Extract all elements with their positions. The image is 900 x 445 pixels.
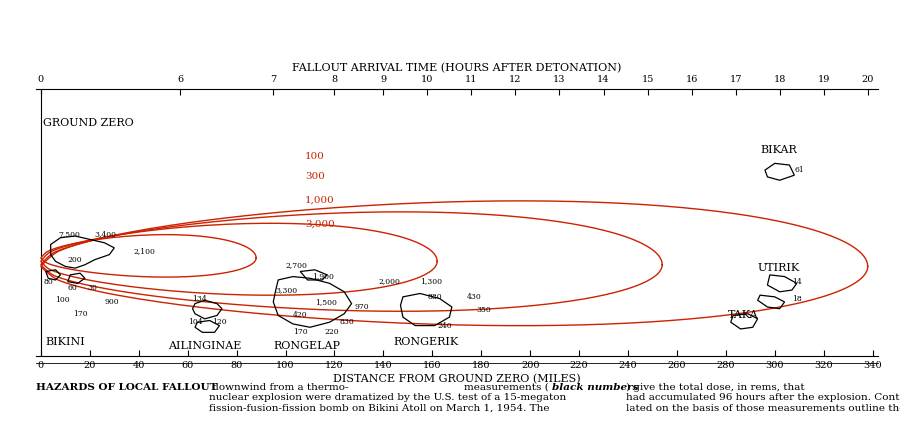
Text: AILINGINAE: AILINGINAE <box>168 341 241 351</box>
Text: 7,500: 7,500 <box>58 231 80 239</box>
X-axis label: DISTANCE FROM GROUND ZERO (MILES): DISTANCE FROM GROUND ZERO (MILES) <box>333 374 580 384</box>
Text: 100: 100 <box>305 152 325 161</box>
Text: 18: 18 <box>792 295 802 303</box>
X-axis label: FALLOUT ARRIVAL TIME (HOURS AFTER DETONATION): FALLOUT ARRIVAL TIME (HOURS AFTER DETONA… <box>292 63 621 73</box>
Text: 3,400: 3,400 <box>94 231 117 239</box>
Text: 2,700: 2,700 <box>285 261 308 269</box>
Text: 61: 61 <box>795 166 804 174</box>
Text: GROUND ZERO: GROUND ZERO <box>43 118 134 128</box>
Text: 100: 100 <box>56 296 70 304</box>
Text: 2,000: 2,000 <box>379 278 400 286</box>
Text: 220: 220 <box>325 328 339 336</box>
Text: 970: 970 <box>354 303 369 311</box>
Text: 430: 430 <box>466 293 482 301</box>
Text: 80: 80 <box>43 278 53 286</box>
Text: TAKA: TAKA <box>728 311 759 320</box>
Text: 3,300: 3,300 <box>275 286 298 294</box>
Text: downwind from a thermo-
nuclear explosion were dramatized by the U.S. test of a : downwind from a thermo- nuclear explosio… <box>209 383 566 413</box>
Text: HAZARDS OF LOCAL FALLOUT: HAZARDS OF LOCAL FALLOUT <box>36 383 218 392</box>
Text: 30: 30 <box>87 284 97 292</box>
Text: 2,100: 2,100 <box>134 247 156 255</box>
Text: 60: 60 <box>68 284 77 292</box>
Text: 3,000: 3,000 <box>305 220 335 229</box>
Text: BIKINI: BIKINI <box>46 337 86 348</box>
Text: UTIRIK: UTIRIK <box>758 263 800 273</box>
Text: 170: 170 <box>292 328 308 336</box>
Text: 900: 900 <box>104 298 119 306</box>
Text: BIKAR: BIKAR <box>760 145 796 155</box>
Text: RONGELAP: RONGELAP <box>274 341 340 351</box>
Text: 420: 420 <box>292 312 308 320</box>
Text: 120: 120 <box>212 318 227 326</box>
Text: 1,900: 1,900 <box>312 273 334 281</box>
Text: measurements (: measurements ( <box>464 383 548 392</box>
Text: 1,300: 1,300 <box>420 278 442 286</box>
Text: RONGERIK: RONGERIK <box>393 337 458 348</box>
Text: 350: 350 <box>476 306 491 314</box>
Text: 240: 240 <box>437 322 452 330</box>
Text: 300: 300 <box>305 172 325 182</box>
Text: ) give the total dose, in rems, that
had accumulated 96 hours after the explosio: ) give the total dose, in rems, that had… <box>626 383 900 413</box>
Text: 200: 200 <box>68 256 83 264</box>
Text: 1,000: 1,000 <box>305 196 335 205</box>
Text: black numbers: black numbers <box>552 383 638 392</box>
Text: 1,500: 1,500 <box>315 298 337 306</box>
Text: 880: 880 <box>428 293 442 301</box>
Text: 104: 104 <box>188 318 202 326</box>
Text: 134: 134 <box>193 295 207 303</box>
Text: 830: 830 <box>339 318 354 326</box>
Text: 14: 14 <box>792 278 802 286</box>
Text: 170: 170 <box>73 310 87 318</box>
